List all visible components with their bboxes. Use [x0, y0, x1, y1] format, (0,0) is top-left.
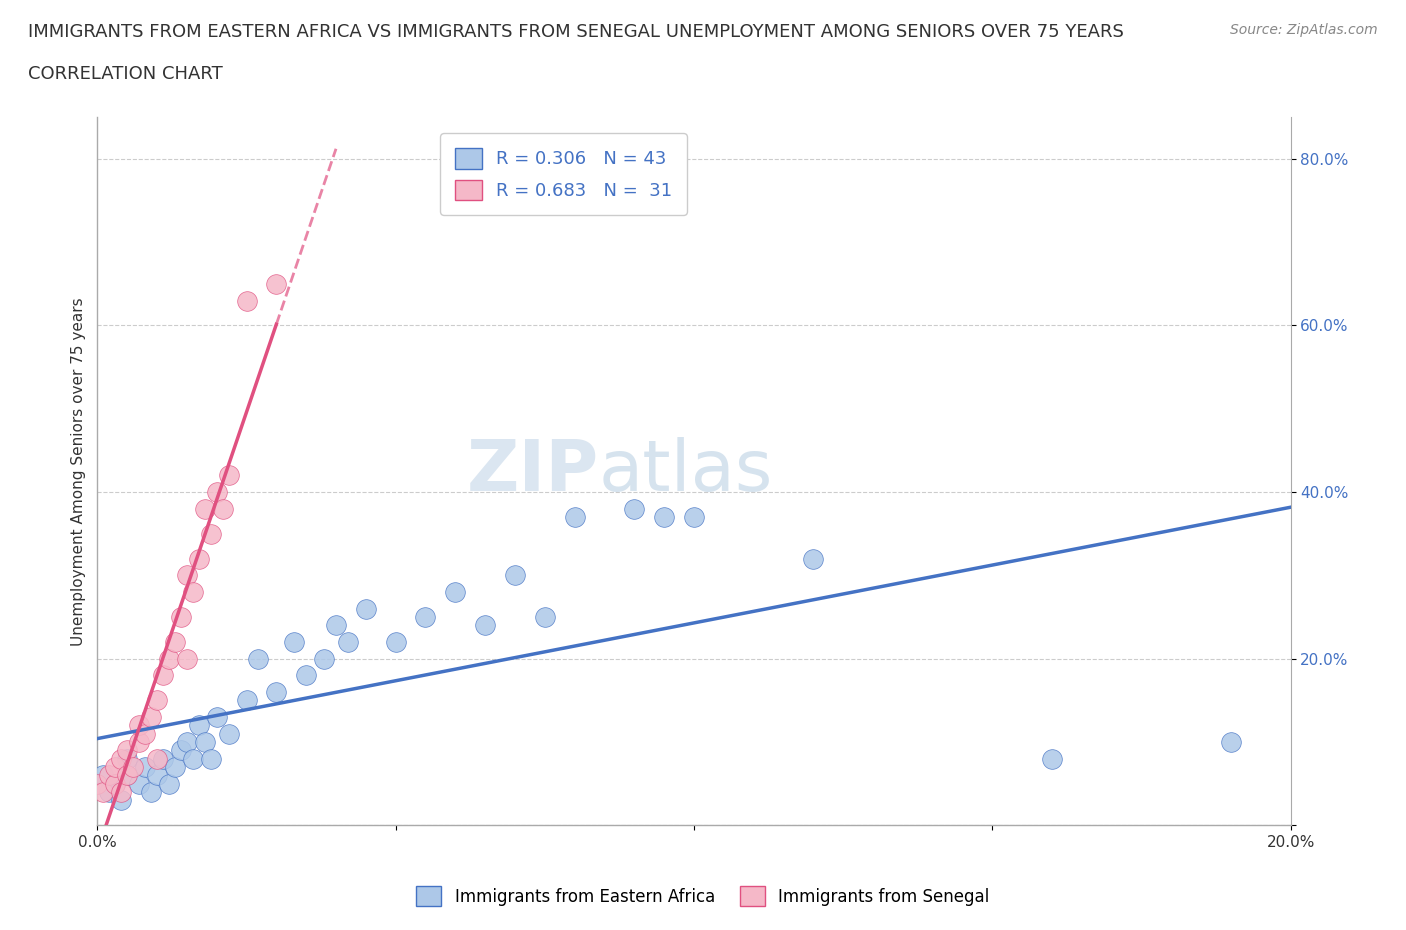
Point	[98, 768, 121, 783]
Point	[194, 501, 217, 516]
Point	[295, 668, 318, 683]
Point	[104, 777, 127, 791]
Point	[98, 784, 121, 799]
Point	[104, 777, 127, 791]
Point	[176, 735, 198, 750]
Point	[176, 651, 198, 666]
Point	[312, 651, 335, 666]
Point	[205, 710, 228, 724]
Point	[266, 684, 288, 699]
Point	[115, 768, 138, 783]
Point	[163, 760, 186, 775]
Text: IMMIGRANTS FROM EASTERN AFRICA VS IMMIGRANTS FROM SENEGAL UNEMPLOYMENT AMONG SEN: IMMIGRANTS FROM EASTERN AFRICA VS IMMIGR…	[28, 23, 1123, 41]
Point	[91, 784, 114, 799]
Point	[146, 693, 169, 708]
Point	[187, 718, 209, 733]
Point	[503, 568, 526, 583]
Y-axis label: Unemployment Among Seniors over 75 years: Unemployment Among Seniors over 75 years	[72, 297, 86, 645]
Point	[176, 568, 198, 583]
Point	[247, 651, 270, 666]
Point	[187, 551, 209, 566]
Point	[652, 510, 675, 525]
Point	[235, 693, 257, 708]
Point	[1040, 751, 1063, 766]
Point	[139, 784, 162, 799]
Text: atlas: atlas	[599, 437, 773, 506]
Point	[110, 751, 132, 766]
Point	[235, 293, 257, 308]
Point	[115, 751, 138, 766]
Point	[801, 551, 824, 566]
Legend: Immigrants from Eastern Africa, Immigrants from Senegal: Immigrants from Eastern Africa, Immigran…	[409, 880, 997, 912]
Point	[266, 276, 288, 291]
Point	[218, 726, 240, 741]
Point	[354, 601, 377, 616]
Point	[474, 618, 496, 632]
Point	[181, 585, 204, 600]
Point	[157, 651, 180, 666]
Point	[283, 634, 305, 649]
Point	[139, 710, 162, 724]
Point	[218, 468, 240, 483]
Point	[91, 768, 114, 783]
Point	[134, 726, 156, 741]
Point	[104, 760, 127, 775]
Point	[170, 743, 193, 758]
Point	[115, 768, 138, 783]
Point	[122, 760, 145, 775]
Text: ZIP: ZIP	[467, 437, 599, 506]
Text: Source: ZipAtlas.com: Source: ZipAtlas.com	[1230, 23, 1378, 37]
Point	[533, 609, 555, 624]
Point	[152, 668, 174, 683]
Point	[683, 510, 706, 525]
Point	[325, 618, 347, 632]
Point	[134, 760, 156, 775]
Point	[181, 751, 204, 766]
Point	[384, 634, 406, 649]
Point	[146, 768, 169, 783]
Point	[128, 718, 150, 733]
Point	[115, 743, 138, 758]
Legend: R = 0.306   N = 43, R = 0.683   N =  31: R = 0.306 N = 43, R = 0.683 N = 31	[440, 133, 688, 215]
Point	[564, 510, 586, 525]
Point	[194, 735, 217, 750]
Point	[170, 609, 193, 624]
Point	[128, 735, 150, 750]
Point	[163, 634, 186, 649]
Text: CORRELATION CHART: CORRELATION CHART	[28, 65, 224, 83]
Point	[336, 634, 359, 649]
Point	[146, 751, 169, 766]
Point	[110, 792, 132, 807]
Point	[128, 777, 150, 791]
Point	[444, 585, 467, 600]
Point	[200, 751, 222, 766]
Point	[86, 777, 108, 791]
Point	[1219, 735, 1241, 750]
Point	[157, 777, 180, 791]
Point	[415, 609, 437, 624]
Point	[205, 485, 228, 499]
Point	[152, 751, 174, 766]
Point	[211, 501, 233, 516]
Point	[200, 526, 222, 541]
Point	[110, 784, 132, 799]
Point	[623, 501, 645, 516]
